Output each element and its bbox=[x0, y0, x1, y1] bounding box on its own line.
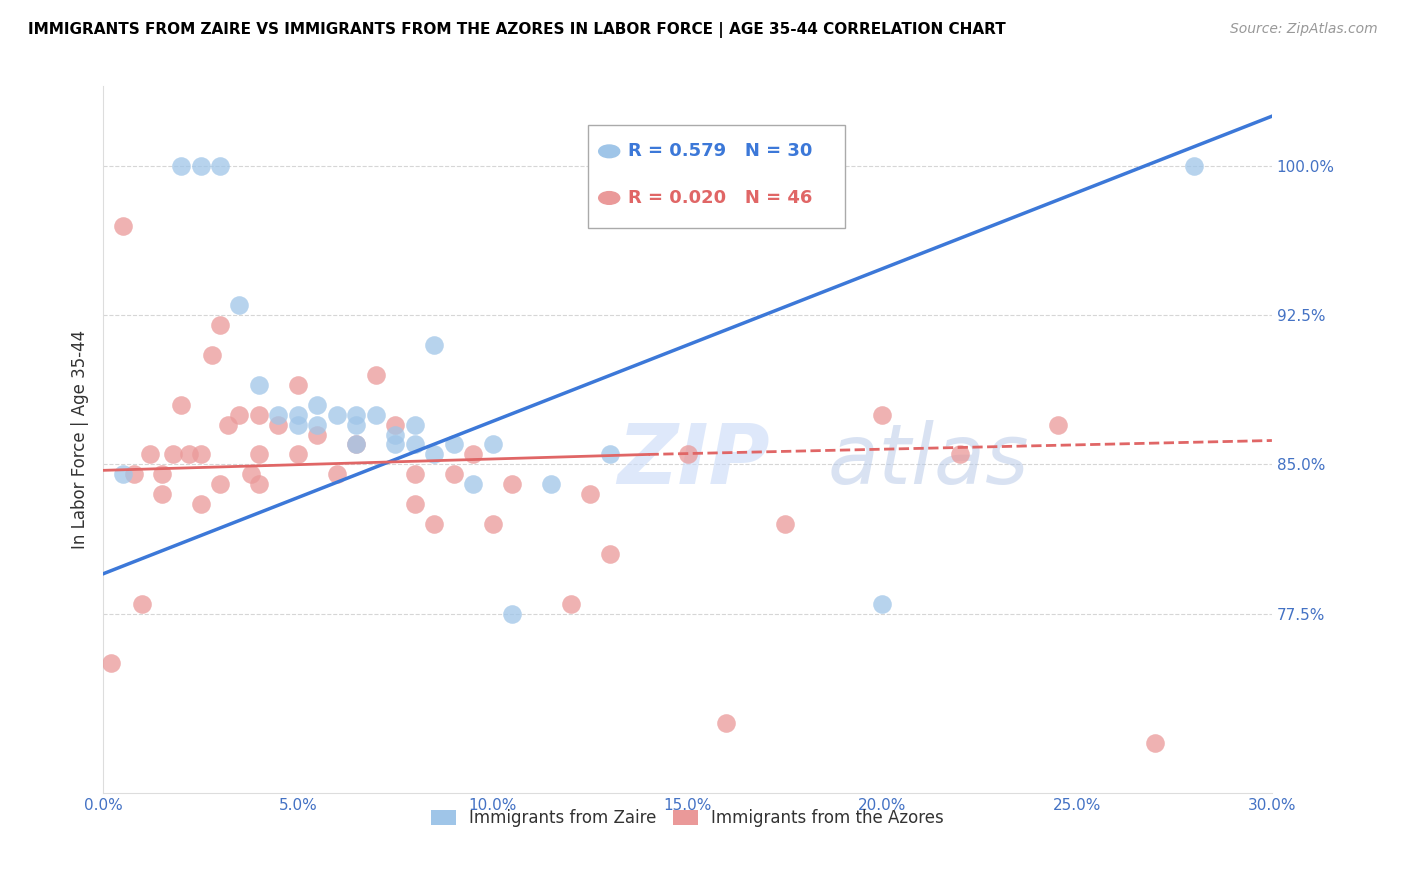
Point bbox=[443, 467, 465, 482]
Point bbox=[364, 368, 387, 382]
Point bbox=[190, 497, 212, 511]
Text: Source: ZipAtlas.com: Source: ZipAtlas.com bbox=[1230, 22, 1378, 37]
Point bbox=[423, 447, 446, 461]
Point bbox=[599, 547, 621, 561]
Point bbox=[267, 408, 290, 422]
Point bbox=[111, 467, 134, 482]
Point bbox=[267, 417, 290, 432]
Circle shape bbox=[599, 145, 620, 158]
Text: R = 0.579   N = 30: R = 0.579 N = 30 bbox=[628, 143, 813, 161]
Point bbox=[208, 477, 231, 491]
Text: IMMIGRANTS FROM ZAIRE VS IMMIGRANTS FROM THE AZORES IN LABOR FORCE | AGE 35-44 C: IMMIGRANTS FROM ZAIRE VS IMMIGRANTS FROM… bbox=[28, 22, 1005, 38]
Point bbox=[481, 437, 503, 451]
Point bbox=[949, 447, 972, 461]
Point bbox=[344, 417, 367, 432]
Point bbox=[404, 417, 426, 432]
Point bbox=[287, 447, 309, 461]
Point bbox=[423, 338, 446, 352]
Point bbox=[217, 417, 239, 432]
Point bbox=[124, 467, 146, 482]
Point bbox=[307, 417, 329, 432]
Point bbox=[190, 159, 212, 173]
Point bbox=[404, 467, 426, 482]
Point bbox=[404, 497, 426, 511]
Point bbox=[364, 408, 387, 422]
Point bbox=[131, 597, 153, 611]
Point bbox=[150, 467, 173, 482]
Point bbox=[872, 408, 894, 422]
Point bbox=[423, 517, 446, 532]
Point bbox=[100, 657, 122, 671]
Point bbox=[872, 597, 894, 611]
Point bbox=[287, 377, 309, 392]
Point bbox=[208, 318, 231, 332]
Legend: Immigrants from Zaire, Immigrants from the Azores: Immigrants from Zaire, Immigrants from t… bbox=[425, 803, 950, 834]
Y-axis label: In Labor Force | Age 35-44: In Labor Force | Age 35-44 bbox=[72, 330, 89, 549]
Point bbox=[599, 447, 621, 461]
Point bbox=[326, 408, 349, 422]
Point bbox=[190, 447, 212, 461]
Text: ZIP: ZIP bbox=[617, 420, 770, 501]
Point bbox=[228, 408, 250, 422]
Point bbox=[170, 159, 193, 173]
Point bbox=[1046, 417, 1069, 432]
Point bbox=[676, 447, 699, 461]
Point bbox=[501, 477, 523, 491]
Point bbox=[1143, 736, 1166, 750]
Point bbox=[384, 437, 406, 451]
Point bbox=[443, 437, 465, 451]
Point bbox=[540, 477, 562, 491]
Point bbox=[344, 437, 367, 451]
Point bbox=[384, 427, 406, 442]
Point bbox=[773, 517, 796, 532]
Point bbox=[307, 398, 329, 412]
Point bbox=[170, 398, 193, 412]
Point bbox=[287, 408, 309, 422]
Point bbox=[307, 427, 329, 442]
Point bbox=[501, 607, 523, 621]
Point bbox=[240, 467, 263, 482]
Point bbox=[287, 417, 309, 432]
Point bbox=[344, 437, 367, 451]
Point bbox=[326, 467, 349, 482]
Point bbox=[247, 408, 270, 422]
Point bbox=[384, 417, 406, 432]
Point bbox=[463, 447, 485, 461]
Point bbox=[344, 408, 367, 422]
Point bbox=[404, 437, 426, 451]
Point bbox=[716, 716, 738, 731]
Point bbox=[111, 219, 134, 233]
Point bbox=[463, 477, 485, 491]
Circle shape bbox=[599, 192, 620, 204]
Point bbox=[150, 487, 173, 501]
Point bbox=[481, 517, 503, 532]
Text: atlas: atlas bbox=[828, 420, 1029, 501]
Point bbox=[201, 348, 224, 362]
Point bbox=[162, 447, 184, 461]
Point bbox=[247, 377, 270, 392]
Point bbox=[228, 298, 250, 312]
FancyBboxPatch shape bbox=[588, 125, 845, 227]
Point bbox=[139, 447, 162, 461]
Point bbox=[247, 447, 270, 461]
Point bbox=[1182, 159, 1205, 173]
Point bbox=[247, 477, 270, 491]
Point bbox=[560, 597, 582, 611]
Point bbox=[177, 447, 200, 461]
Text: R = 0.020   N = 46: R = 0.020 N = 46 bbox=[628, 189, 813, 207]
Point bbox=[579, 487, 602, 501]
Point bbox=[208, 159, 231, 173]
